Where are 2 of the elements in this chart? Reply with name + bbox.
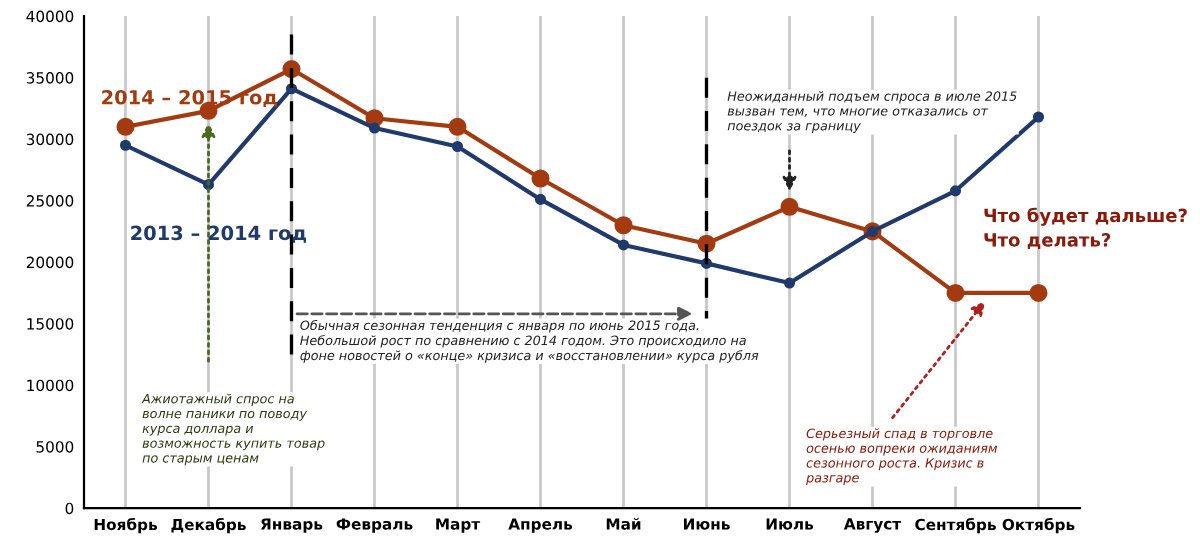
annotation: Что будет дальше? Что делать? (984, 207, 1187, 249)
text: 2013 – 2014 год (131, 225, 307, 243)
